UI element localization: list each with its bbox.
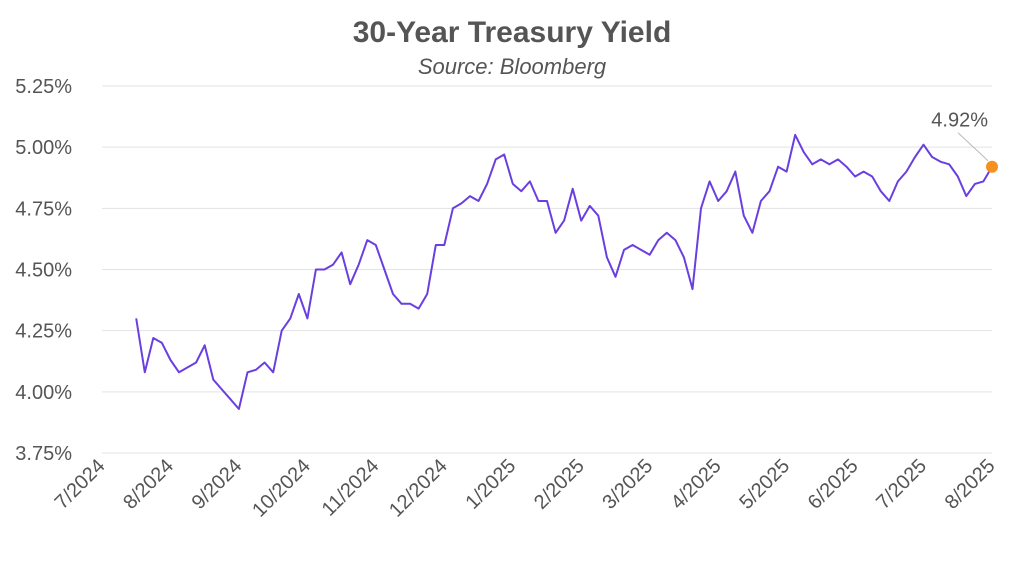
- x-tick-label: 1/2025: [461, 455, 520, 514]
- y-tick-label: 5.25%: [15, 76, 72, 98]
- y-tick-label: 4.75%: [15, 198, 72, 220]
- highlight-point: [986, 160, 998, 173]
- x-tick-label: 10/2024: [248, 455, 315, 522]
- x-tick-label: 6/2025: [804, 455, 863, 514]
- y-tick-label: 3.75%: [15, 443, 72, 465]
- x-tick-label: 12/2024: [385, 455, 452, 522]
- x-tick-label: 3/2025: [598, 455, 657, 514]
- chart-title: 30-Year Treasury Yield: [353, 16, 672, 49]
- annotation-leader: [957, 132, 989, 162]
- y-tick-label: 4.50%: [15, 260, 72, 282]
- x-tick-label: 7/2025: [872, 455, 931, 514]
- x-tick-label: 2/2025: [530, 455, 589, 514]
- value-label: 4.92%: [931, 110, 988, 132]
- x-tick-label: 4/2025: [667, 455, 726, 514]
- chart-subtitle: Source: Bloomberg: [418, 54, 607, 79]
- x-tick-label: 9/2024: [188, 455, 247, 514]
- x-tick-label: 5/2025: [735, 455, 794, 514]
- x-tick-label: 8/2025: [941, 455, 1000, 514]
- x-tick-label: 11/2024: [318, 455, 384, 521]
- x-tick-label: 8/2024: [119, 455, 178, 514]
- y-tick-label: 5.00%: [15, 137, 72, 159]
- y-tick-label: 4.25%: [15, 321, 72, 343]
- line-series: [135, 133, 993, 410]
- y-tick-label: 4.00%: [15, 382, 72, 404]
